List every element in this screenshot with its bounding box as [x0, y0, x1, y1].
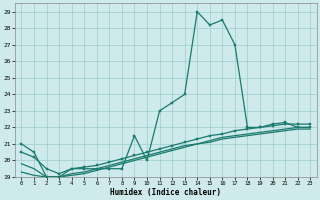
X-axis label: Humidex (Indice chaleur): Humidex (Indice chaleur): [110, 188, 221, 197]
